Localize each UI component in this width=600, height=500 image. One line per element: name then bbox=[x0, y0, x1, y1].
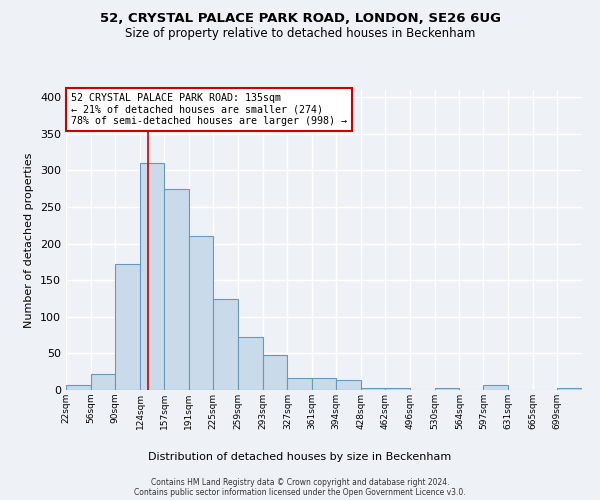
Bar bbox=[115, 264, 140, 390]
Bar bbox=[483, 385, 508, 390]
Text: 52 CRYSTAL PALACE PARK ROAD: 135sqm
← 21% of detached houses are smaller (274)
7: 52 CRYSTAL PALACE PARK ROAD: 135sqm ← 21… bbox=[71, 93, 347, 126]
Text: 52, CRYSTAL PALACE PARK ROAD, LONDON, SE26 6UG: 52, CRYSTAL PALACE PARK ROAD, LONDON, SE… bbox=[100, 12, 500, 26]
Text: Contains HM Land Registry data © Crown copyright and database right 2024.: Contains HM Land Registry data © Crown c… bbox=[151, 478, 449, 487]
Bar bbox=[287, 378, 312, 390]
Bar bbox=[214, 298, 238, 390]
Bar bbox=[238, 336, 263, 390]
Bar bbox=[66, 385, 91, 390]
Bar bbox=[91, 374, 115, 390]
Text: Size of property relative to detached houses in Beckenham: Size of property relative to detached ho… bbox=[125, 28, 475, 40]
Bar bbox=[263, 355, 287, 390]
Text: Distribution of detached houses by size in Beckenham: Distribution of detached houses by size … bbox=[148, 452, 452, 462]
Bar bbox=[434, 388, 460, 390]
Bar bbox=[164, 189, 188, 390]
Bar bbox=[188, 236, 214, 390]
Bar bbox=[385, 388, 410, 390]
Bar bbox=[140, 163, 164, 390]
Bar bbox=[336, 380, 361, 390]
Bar bbox=[361, 388, 385, 390]
Bar bbox=[557, 388, 582, 390]
Bar bbox=[312, 378, 336, 390]
Y-axis label: Number of detached properties: Number of detached properties bbox=[25, 152, 34, 328]
Text: Contains public sector information licensed under the Open Government Licence v3: Contains public sector information licen… bbox=[134, 488, 466, 497]
